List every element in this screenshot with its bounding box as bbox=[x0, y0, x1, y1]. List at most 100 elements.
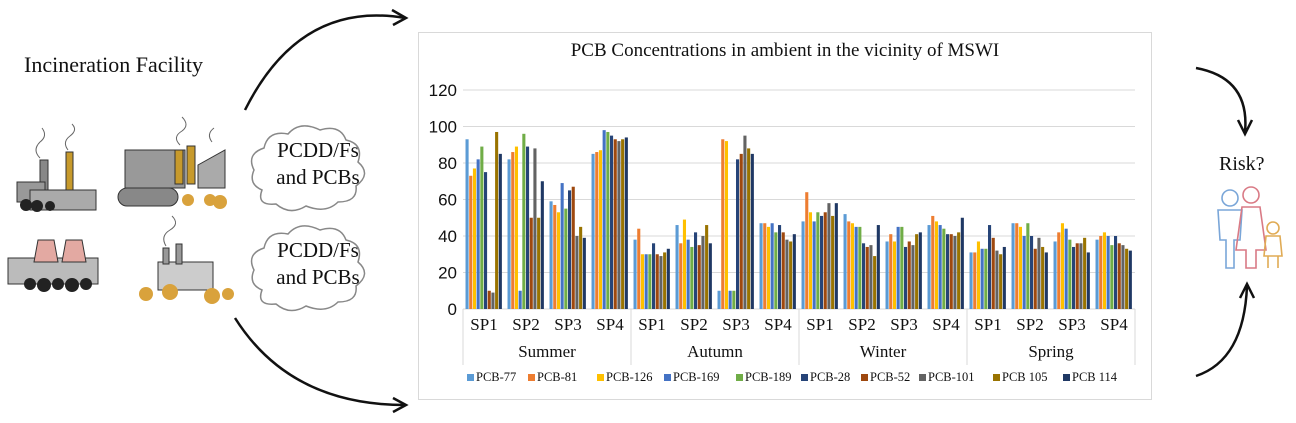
bar bbox=[1110, 245, 1114, 309]
arrow-icon bbox=[1195, 66, 1254, 137]
y-tick-label: 80 bbox=[438, 154, 457, 173]
y-tick-label: 100 bbox=[429, 118, 457, 137]
bar bbox=[728, 290, 732, 309]
bar bbox=[1064, 228, 1068, 309]
bar bbox=[598, 150, 603, 309]
bar bbox=[820, 215, 824, 309]
bar bbox=[980, 248, 984, 309]
family-icon bbox=[1217, 186, 1283, 269]
bar bbox=[533, 148, 537, 309]
cloud-label: PCDD/Fs and PCBs bbox=[253, 237, 383, 291]
bar bbox=[1060, 223, 1065, 309]
bar bbox=[1037, 237, 1041, 309]
bar bbox=[663, 252, 667, 309]
bar bbox=[465, 139, 469, 309]
bar bbox=[560, 183, 564, 309]
bar bbox=[1057, 232, 1061, 309]
bar bbox=[694, 232, 698, 309]
cloud-shape bbox=[250, 225, 366, 312]
bar bbox=[659, 256, 663, 309]
bar bbox=[575, 236, 579, 309]
bar bbox=[1011, 223, 1015, 309]
bar bbox=[564, 208, 568, 309]
factory-icon bbox=[7, 239, 99, 292]
y-tick-label: 0 bbox=[448, 300, 457, 319]
bar bbox=[949, 234, 953, 309]
bar bbox=[686, 239, 690, 309]
bar bbox=[571, 186, 575, 309]
bar bbox=[854, 226, 858, 309]
bar bbox=[610, 135, 614, 309]
bar bbox=[1075, 243, 1079, 309]
bar bbox=[918, 232, 922, 309]
bar bbox=[476, 159, 480, 309]
bar bbox=[637, 228, 641, 309]
bar bbox=[911, 245, 915, 309]
bar bbox=[717, 290, 721, 309]
x-tick-label: SP4 bbox=[932, 315, 960, 334]
bar bbox=[1033, 248, 1037, 309]
bar bbox=[942, 228, 946, 309]
bar bbox=[1083, 237, 1087, 309]
bar bbox=[675, 225, 679, 309]
bar bbox=[1053, 241, 1057, 309]
bar bbox=[640, 254, 645, 309]
bar bbox=[1086, 252, 1090, 309]
bar bbox=[522, 133, 526, 309]
bar bbox=[831, 215, 835, 309]
bar bbox=[766, 226, 771, 309]
bar bbox=[518, 290, 522, 309]
x-tick-label: SP1 bbox=[974, 315, 1001, 334]
bar bbox=[648, 254, 652, 309]
bar bbox=[624, 137, 628, 309]
arrow-icon bbox=[233, 317, 409, 414]
bar bbox=[701, 236, 705, 309]
bar bbox=[781, 232, 785, 309]
x-tick-label: SP3 bbox=[722, 315, 749, 334]
bar bbox=[553, 204, 557, 309]
bar bbox=[732, 290, 736, 309]
bar bbox=[938, 225, 942, 309]
bar bbox=[763, 223, 767, 309]
risk-label: Risk? bbox=[1219, 153, 1265, 175]
bar bbox=[556, 212, 561, 309]
group-label: Winter bbox=[860, 342, 907, 361]
bar bbox=[931, 215, 935, 309]
bar bbox=[495, 131, 499, 309]
bar bbox=[743, 135, 747, 309]
bar bbox=[491, 292, 495, 309]
bar bbox=[514, 146, 519, 309]
bar bbox=[724, 141, 729, 309]
bar bbox=[808, 212, 813, 309]
bar bbox=[885, 241, 889, 309]
bar bbox=[1117, 243, 1121, 309]
bar bbox=[900, 226, 904, 309]
factory-icon bbox=[16, 123, 97, 212]
bar bbox=[697, 245, 701, 309]
chart-frame bbox=[418, 32, 1152, 400]
bar bbox=[896, 226, 900, 309]
bar bbox=[1068, 239, 1072, 309]
factory-icon bbox=[117, 116, 227, 209]
bar bbox=[721, 139, 725, 309]
bar bbox=[785, 239, 789, 309]
x-tick-label: SP4 bbox=[596, 315, 624, 334]
cloud-label: PCDD/Fs and PCBs bbox=[253, 137, 383, 191]
x-tick-label: SP3 bbox=[1058, 315, 1085, 334]
bar bbox=[1002, 246, 1006, 309]
bar bbox=[792, 234, 796, 309]
bar bbox=[946, 234, 950, 309]
facility-title: Incineration Facility bbox=[24, 52, 203, 77]
bar bbox=[705, 225, 709, 309]
bar bbox=[789, 241, 793, 309]
bar bbox=[617, 141, 621, 309]
bar bbox=[549, 201, 553, 309]
x-tick-label: SP4 bbox=[764, 315, 792, 334]
bar bbox=[666, 248, 670, 309]
bar bbox=[995, 250, 999, 309]
bar bbox=[801, 221, 805, 309]
x-tick-label: SP2 bbox=[848, 315, 875, 334]
group-label: Spring bbox=[1028, 342, 1074, 361]
x-tick-label: SP2 bbox=[680, 315, 707, 334]
